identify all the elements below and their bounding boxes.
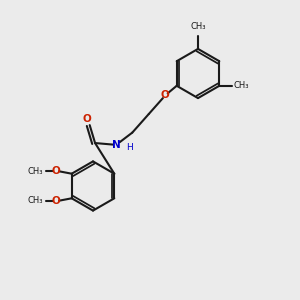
Text: CH₃: CH₃ <box>233 81 249 90</box>
Text: O: O <box>83 113 92 124</box>
Text: H: H <box>126 142 132 152</box>
Text: O: O <box>52 166 61 176</box>
Text: O: O <box>52 196 61 206</box>
Text: CH₃: CH₃ <box>28 196 44 205</box>
Text: O: O <box>161 90 170 100</box>
Text: N: N <box>112 140 121 150</box>
Text: CH₃: CH₃ <box>190 22 206 31</box>
Text: CH₃: CH₃ <box>28 167 44 176</box>
